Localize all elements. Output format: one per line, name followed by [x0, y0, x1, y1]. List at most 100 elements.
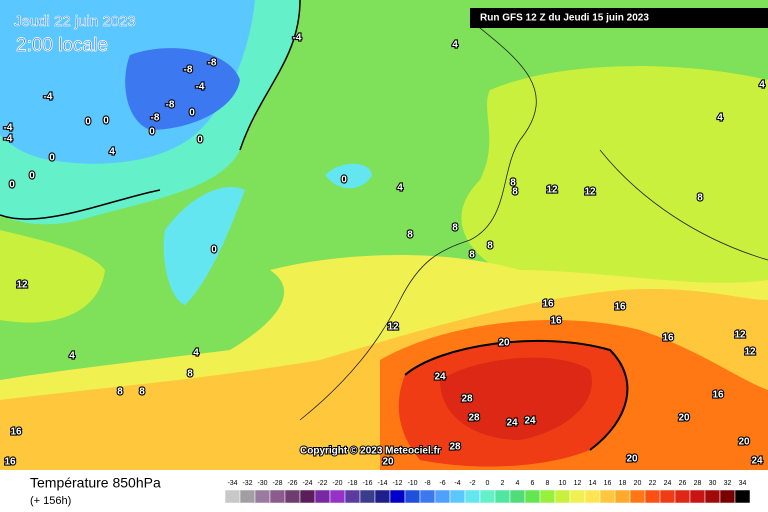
- scale-swatch: [374, 489, 391, 504]
- scale-swatch: [314, 489, 331, 504]
- contour-label: 16: [614, 302, 626, 313]
- contour-label: 8: [487, 241, 493, 252]
- contour-label: 16: [542, 299, 554, 310]
- contour-label: 4: [759, 80, 765, 91]
- scale-label: 0: [486, 480, 490, 487]
- scale-swatch: [509, 489, 526, 504]
- contour-label: 28: [449, 442, 461, 453]
- scale-swatch: [224, 489, 241, 504]
- scale-label: 28: [694, 480, 702, 487]
- scale-swatch: [539, 489, 556, 504]
- scale-swatch: [584, 489, 601, 504]
- scale-label: 32: [724, 480, 732, 487]
- contour-label: -4: [293, 33, 302, 44]
- scale-label: 24: [664, 480, 672, 487]
- scale-swatch: [329, 489, 346, 504]
- scale-label: -26: [287, 480, 297, 487]
- scale-swatch: [269, 489, 286, 504]
- contour-label: -8: [166, 100, 175, 111]
- contour-label: 0: [49, 153, 55, 164]
- scale-label: 12: [574, 480, 582, 487]
- scale-swatch: [464, 489, 481, 504]
- contour-label: 0: [197, 135, 203, 146]
- contour-label: 12: [744, 347, 756, 358]
- scale-swatch: [299, 489, 316, 504]
- scale-label: -22: [317, 480, 327, 487]
- scale-label: -18: [347, 480, 357, 487]
- contour-label: -8: [184, 65, 193, 76]
- contour-label: 4: [717, 113, 723, 124]
- scale-label: 30: [709, 480, 717, 487]
- contour-label: 8: [512, 187, 518, 198]
- scale-label: 4: [516, 480, 520, 487]
- scale-label: -34: [227, 480, 237, 487]
- contour-label: 16: [712, 390, 724, 401]
- contour-label: 0: [341, 175, 347, 186]
- scale-label: -32: [242, 480, 252, 487]
- contour-label: 0: [29, 171, 35, 182]
- legend-title: Température 850hPa: [30, 475, 161, 491]
- contour-label: 20: [626, 454, 638, 465]
- contour-label: 20: [498, 338, 510, 349]
- contour-label: -4: [4, 123, 13, 134]
- map-background: [0, 0, 768, 470]
- scale-swatch: [404, 489, 421, 504]
- scale-label: 16: [604, 480, 612, 487]
- contour-label: -8: [208, 58, 217, 69]
- scale-swatch: [284, 489, 301, 504]
- scale-label: -4: [454, 480, 460, 487]
- legend-subtitle: (+ 156h): [30, 495, 71, 507]
- run-info: Run GFS 12 Z du Jeudi 15 juin 2023: [480, 13, 649, 24]
- scale-label: 10: [559, 480, 567, 487]
- contour-label: -4: [196, 82, 205, 93]
- contour-label: 8: [187, 369, 193, 380]
- contour-label: 0: [149, 127, 155, 138]
- scale-label: 8: [546, 480, 550, 487]
- contour-label: 12: [387, 322, 399, 333]
- scale-swatch: [419, 489, 436, 504]
- scale-label: 14: [589, 480, 597, 487]
- scale-label: 26: [679, 480, 687, 487]
- scale-swatch: [524, 489, 541, 504]
- scale-swatch: [644, 489, 661, 504]
- scale-label: -16: [362, 480, 372, 487]
- contour-label: 0: [103, 116, 109, 127]
- copyright: Copyright © 2023 Meteociel.fr: [300, 446, 441, 457]
- contour-label: 12: [734, 330, 746, 341]
- contour-label: 4: [452, 40, 458, 51]
- scale-label: -24: [302, 480, 312, 487]
- contour-label: 4: [69, 351, 75, 362]
- contour-label: 8: [697, 193, 703, 204]
- scale-label: -10: [407, 480, 417, 487]
- scale-swatch: [674, 489, 691, 504]
- contour-label: 8: [407, 230, 413, 241]
- scale-label: -14: [377, 480, 387, 487]
- scale-label: -12: [392, 480, 402, 487]
- scale-label: -2: [469, 480, 475, 487]
- contour-label: 8: [469, 250, 475, 261]
- scale-label: 34: [739, 480, 747, 487]
- contour-label: 12: [546, 185, 558, 196]
- contour-label: 0: [9, 180, 15, 191]
- scale-swatch: [479, 489, 496, 504]
- contour-label: 0: [85, 117, 91, 128]
- contour-label: 4: [109, 147, 115, 158]
- scale-swatch: [704, 489, 721, 504]
- contour-label: -4: [4, 134, 13, 145]
- contour-label: 12: [16, 280, 28, 291]
- contour-label: 0: [211, 245, 217, 256]
- scale-swatch: [254, 489, 271, 504]
- contour-label: -4: [44, 92, 53, 103]
- scale-swatch: [629, 489, 646, 504]
- contour-label: 24: [434, 372, 446, 383]
- scale-label: 6: [531, 480, 535, 487]
- scale-swatch: [659, 489, 676, 504]
- scale-swatch: [689, 489, 706, 504]
- scale-label: -20: [332, 480, 342, 487]
- scale-label: 20: [634, 480, 642, 487]
- contour-label: 24: [751, 456, 763, 467]
- contour-label: 24: [524, 416, 536, 427]
- scale-swatch: [359, 489, 376, 504]
- contour-label: 8: [139, 387, 145, 398]
- contour-label: 20: [382, 457, 394, 468]
